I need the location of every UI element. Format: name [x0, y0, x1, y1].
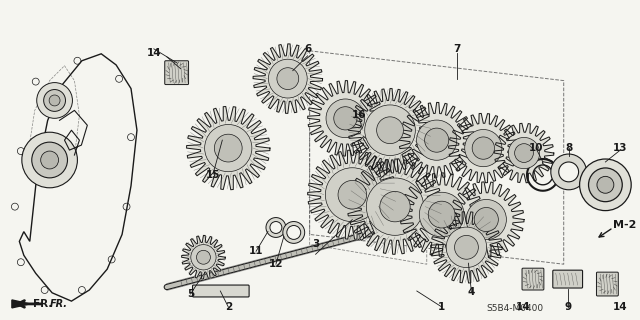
Polygon shape	[449, 182, 524, 257]
Circle shape	[266, 218, 286, 237]
Polygon shape	[399, 102, 474, 178]
Circle shape	[287, 226, 301, 239]
Text: 14: 14	[516, 302, 531, 312]
Circle shape	[589, 168, 622, 202]
Circle shape	[44, 90, 65, 111]
Circle shape	[32, 142, 67, 178]
Circle shape	[191, 244, 216, 270]
Polygon shape	[348, 89, 432, 172]
FancyBboxPatch shape	[193, 285, 249, 297]
Circle shape	[36, 83, 72, 118]
Circle shape	[283, 221, 305, 244]
Circle shape	[49, 95, 60, 106]
Circle shape	[417, 120, 457, 160]
Circle shape	[559, 162, 579, 182]
Polygon shape	[449, 113, 518, 183]
Circle shape	[454, 236, 478, 259]
Circle shape	[419, 192, 464, 237]
Circle shape	[508, 137, 540, 169]
Text: 6: 6	[304, 44, 311, 54]
Circle shape	[446, 227, 486, 268]
Circle shape	[205, 124, 252, 172]
Circle shape	[338, 180, 367, 209]
Circle shape	[472, 137, 495, 159]
Text: 10: 10	[529, 143, 543, 153]
Text: 11: 11	[249, 246, 263, 256]
Circle shape	[268, 59, 307, 98]
Circle shape	[326, 99, 365, 138]
FancyBboxPatch shape	[164, 61, 189, 84]
Polygon shape	[431, 212, 502, 283]
Circle shape	[424, 128, 449, 152]
Text: 1: 1	[438, 302, 445, 312]
Circle shape	[428, 201, 455, 228]
Text: 16: 16	[352, 110, 367, 120]
Circle shape	[325, 168, 380, 222]
FancyBboxPatch shape	[522, 268, 544, 290]
Text: 14: 14	[613, 302, 628, 312]
FancyBboxPatch shape	[596, 272, 618, 296]
Circle shape	[580, 159, 631, 211]
Text: 5: 5	[187, 289, 194, 299]
Polygon shape	[494, 123, 554, 183]
Polygon shape	[187, 107, 270, 190]
Circle shape	[41, 151, 58, 169]
Circle shape	[597, 176, 614, 193]
Text: 4: 4	[468, 287, 475, 297]
Text: FR.: FR.	[33, 299, 52, 309]
Text: 7: 7	[453, 44, 460, 54]
Polygon shape	[348, 159, 443, 254]
Circle shape	[365, 105, 415, 156]
Circle shape	[466, 199, 506, 240]
Circle shape	[22, 132, 77, 188]
Polygon shape	[182, 236, 225, 279]
Text: 13: 13	[613, 143, 628, 153]
Circle shape	[380, 191, 410, 222]
Text: FR.: FR.	[50, 299, 68, 309]
Polygon shape	[308, 81, 383, 156]
Circle shape	[277, 68, 299, 90]
Circle shape	[376, 117, 403, 144]
Text: 2: 2	[225, 302, 232, 312]
Polygon shape	[253, 44, 323, 113]
Text: 9: 9	[564, 302, 572, 312]
Circle shape	[366, 178, 424, 235]
Polygon shape	[308, 150, 397, 239]
Circle shape	[474, 207, 499, 232]
Text: 8: 8	[565, 143, 572, 153]
Polygon shape	[400, 173, 483, 256]
Circle shape	[214, 134, 242, 162]
Circle shape	[465, 130, 502, 167]
Text: 15: 15	[206, 170, 221, 180]
Circle shape	[333, 107, 357, 130]
Text: M-2: M-2	[613, 220, 637, 229]
FancyBboxPatch shape	[553, 270, 582, 288]
Text: 12: 12	[269, 259, 283, 269]
Text: S5B4-M0400: S5B4-M0400	[486, 304, 543, 313]
Text: 3: 3	[312, 239, 319, 249]
Text: 14: 14	[147, 48, 161, 58]
Polygon shape	[12, 300, 30, 308]
Circle shape	[515, 144, 533, 163]
Circle shape	[196, 250, 211, 264]
Circle shape	[270, 221, 282, 234]
Circle shape	[551, 154, 586, 190]
